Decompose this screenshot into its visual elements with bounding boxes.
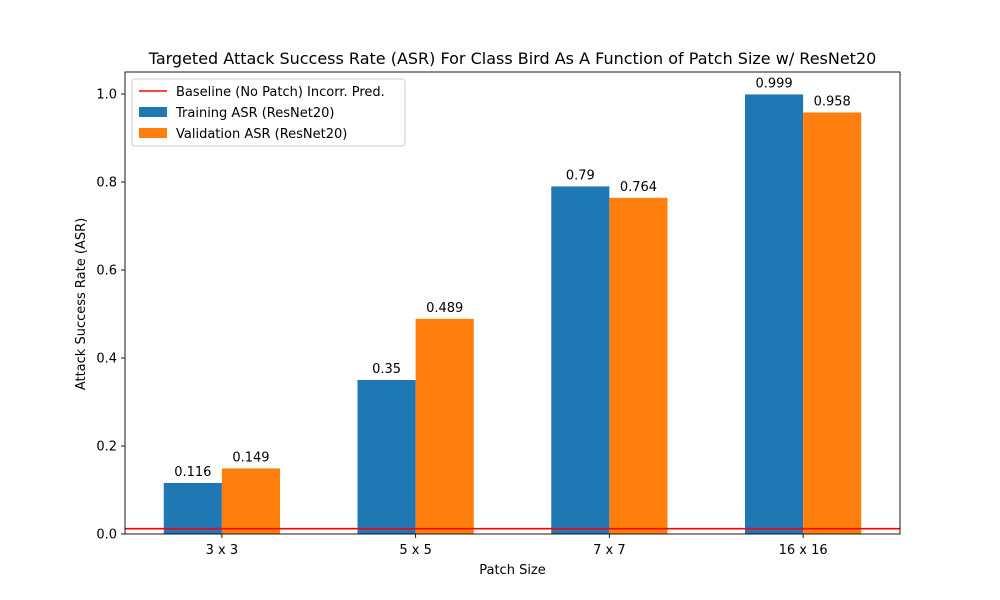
plot-area: 0.116 0.35 0.79 0.999 0.149 0.489 0.764 0.958 0.… [96, 71, 901, 558]
bar-training [357, 380, 416, 534]
axes-frame [124, 71, 901, 535]
bar-training [745, 94, 804, 534]
legend-label: Baseline (No Patch) Incorr. Pred. [176, 85, 385, 100]
bar-value-label: 0.764 [620, 180, 657, 195]
y-tick-label: 0.8 [96, 176, 117, 191]
bar-value-label: 0.999 [755, 76, 792, 91]
x-tick-label: 5 x 5 [399, 543, 432, 558]
legend-marker-patch [139, 128, 167, 138]
bar-validation [803, 112, 862, 534]
x-tick-label: 7 x 7 [593, 543, 626, 558]
legend-label: Training ASR (ResNet20) [175, 106, 334, 121]
bar-validation [221, 468, 280, 534]
bar-value-label: 0.958 [814, 94, 851, 109]
x-tick-label: 16 x 16 [779, 543, 828, 558]
bar-validation [415, 318, 474, 534]
y-tick-label: 0.0 [96, 528, 117, 543]
y-tick-label: 0.4 [96, 352, 117, 367]
bar-value-label: 0.116 [174, 465, 211, 480]
legend-marker-patch [139, 107, 167, 117]
x-axis-label: Patch Size [479, 563, 546, 578]
y-tick-label: 0.6 [96, 264, 117, 279]
bar-value-label: 0.79 [566, 168, 595, 183]
bar-training [551, 186, 610, 534]
y-tick-label: 0.2 [96, 440, 117, 455]
x-tick-label: 3 x 3 [206, 543, 239, 558]
bar-value-label: 0.35 [372, 362, 401, 377]
bar-value-label: 0.489 [426, 301, 463, 316]
legend-box [131, 78, 406, 147]
y-tick-label: 1.0 [96, 88, 117, 103]
legend-label: Validation ASR (ResNet20) [176, 127, 347, 142]
bar-validation [609, 197, 668, 534]
bar-value-label: 0.149 [232, 450, 269, 465]
bar-training [163, 482, 222, 534]
y-axis-label: Attack Success Rate (ASR) [74, 218, 89, 390]
chart-title: Targeted Attack Success Rate (ASR) For C… [148, 49, 877, 68]
